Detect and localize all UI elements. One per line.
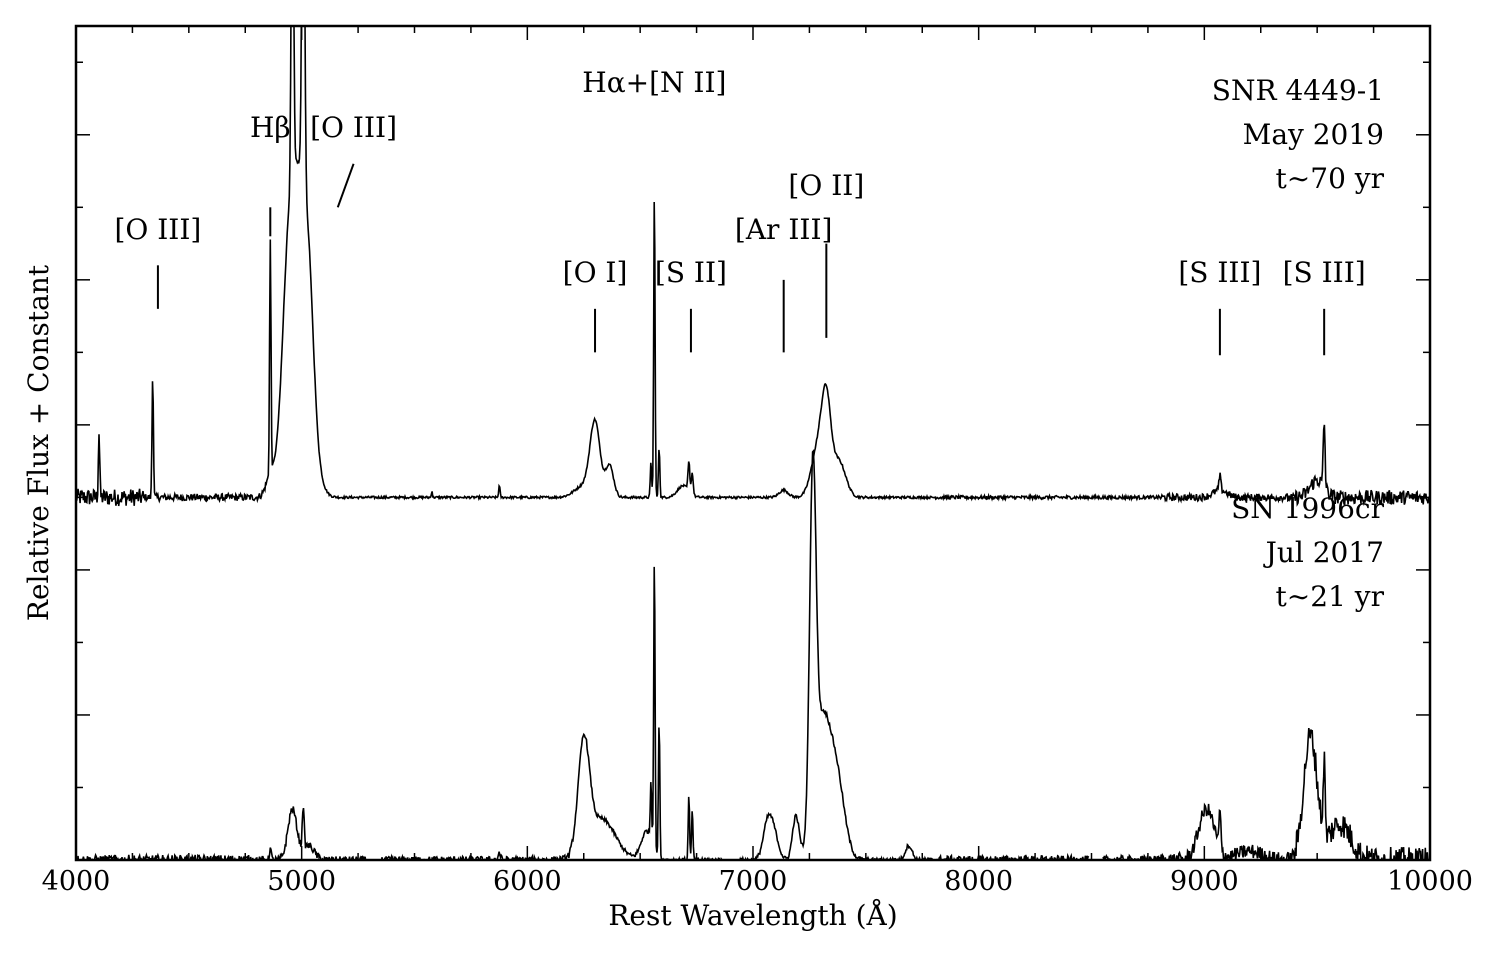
line-identification-marks (156, 163, 1326, 356)
spectra (76, 26, 1430, 860)
x-tick-label: 9000 (1170, 866, 1239, 897)
spectrum-annotation: May 2019 (1243, 118, 1384, 151)
line-label: [O III] (310, 111, 397, 144)
line-label: [O I] (563, 256, 628, 289)
spectrum-annotation: SN 1996cr (1231, 492, 1385, 525)
x-tick-label: 5000 (267, 866, 336, 897)
line-label: [S III] (1178, 256, 1261, 289)
line-mark (336, 163, 355, 208)
x-axis-label: Rest Wavelength (Å) (608, 899, 897, 932)
spectrum-annotation: t∼21 yr (1276, 580, 1385, 613)
line-label: [Ar III] (735, 213, 833, 246)
spectrum-annotation: Jul 2017 (1263, 536, 1384, 569)
plot-frame (74, 24, 1432, 862)
spectrum-annotation: SNR 4449-1 (1212, 74, 1384, 107)
line-label: [S II] (655, 256, 727, 289)
line-label: [S III] (1283, 256, 1366, 289)
spectrum-series-1 (76, 26, 1430, 507)
y-axis-label: Relative Flux + Constant (22, 264, 55, 621)
x-tick-label: 4000 (42, 866, 111, 897)
spectrum-annotation: t∼70 yr (1276, 162, 1385, 195)
x-tick-labels: 4000 5000 6000 7000 8000 9000 10000 (42, 866, 1473, 897)
x-tick-label: 8000 (944, 866, 1013, 897)
x-tick-label: 6000 (493, 866, 562, 897)
line-identification-labels: [O III] Hβ [O III] Hα+[N II] [O I] [S II][Ar … (114, 66, 1365, 289)
spectrum-annotations: SNR 4449-1 May 2019 t∼70 yr SN 1996cr Jul 20… (1212, 74, 1385, 613)
line-label: Hβ (250, 111, 291, 144)
axis-ticks (75, 26, 1431, 860)
line-label: [O II] (788, 169, 864, 202)
x-tick-label: 10000 (1387, 866, 1473, 897)
x-tick-label: 7000 (719, 866, 788, 897)
spectrum-series-2 (76, 449, 1430, 860)
line-label: [O III] (114, 213, 201, 246)
line-label: Hα+[N II] (582, 66, 726, 99)
